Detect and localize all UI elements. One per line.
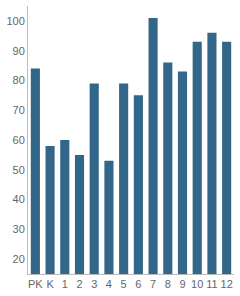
svg-text:3: 3 <box>91 278 97 290</box>
svg-text:9: 9 <box>179 278 185 290</box>
svg-text:PK: PK <box>28 278 43 290</box>
svg-text:20: 20 <box>13 253 25 265</box>
svg-text:11: 11 <box>206 278 217 290</box>
svg-text:50: 50 <box>13 164 25 176</box>
svg-text:80: 80 <box>13 74 25 86</box>
svg-text:1: 1 <box>62 278 68 290</box>
svg-text:2: 2 <box>76 278 82 290</box>
svg-text:90: 90 <box>13 45 25 57</box>
svg-text:5: 5 <box>121 278 127 290</box>
svg-text:60: 60 <box>13 134 25 146</box>
svg-text:30: 30 <box>13 223 25 235</box>
svg-text:8: 8 <box>165 278 171 290</box>
svg-text:10: 10 <box>191 278 203 290</box>
svg-text:70: 70 <box>13 104 25 116</box>
svg-text:100: 100 <box>6 15 24 27</box>
svg-text:12: 12 <box>221 278 233 290</box>
svg-text:K: K <box>46 278 54 290</box>
svg-text:6: 6 <box>135 278 141 290</box>
svg-text:7: 7 <box>150 278 156 290</box>
svg-text:40: 40 <box>13 193 25 205</box>
svg-text:4: 4 <box>106 278 112 290</box>
